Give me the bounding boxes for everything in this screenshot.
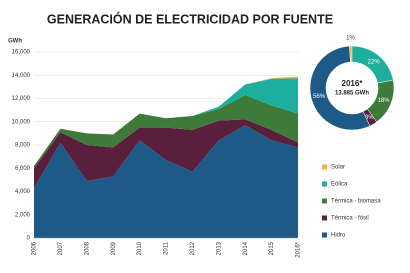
y-axis-label: GWh xyxy=(8,39,22,45)
area xyxy=(34,119,298,189)
legend-swatch xyxy=(322,181,327,187)
area xyxy=(34,125,298,238)
y-tick-label: 2,000 xyxy=(15,212,31,218)
x-tick-label: 2010 xyxy=(137,241,143,255)
center-title: 2016* xyxy=(342,79,364,88)
area xyxy=(34,78,298,166)
legend-swatch xyxy=(322,198,327,204)
legend-swatch xyxy=(322,215,327,221)
y-tick-label: 4,000 xyxy=(15,189,31,195)
legend-swatch xyxy=(322,232,327,238)
x-tick-label: 2012 xyxy=(190,241,196,255)
legend-label: Hidro xyxy=(331,233,346,239)
y-tick-label: 16,000 xyxy=(12,50,31,56)
y-tick-label: 10,000 xyxy=(12,119,31,125)
center-subtitle: 13.885 GWh xyxy=(335,91,369,97)
x-tick-label: 2013 xyxy=(216,241,222,255)
slice-label: 3% xyxy=(365,115,374,121)
y-tick-label: 0 xyxy=(27,236,31,242)
x-tick-label: 2016* xyxy=(296,241,302,257)
legend-swatch xyxy=(322,164,327,170)
area xyxy=(34,95,298,169)
y-tick-label: 12,000 xyxy=(12,96,31,102)
x-tick-label: 2009 xyxy=(111,241,117,255)
x-tick-label: 2011 xyxy=(164,241,170,255)
slice-label: 18% xyxy=(378,98,391,104)
y-tick-label: 14,000 xyxy=(12,73,31,79)
legend-label: Térmica - fósil xyxy=(331,216,369,222)
x-tick-label: 2015 xyxy=(269,241,275,255)
slice-label: 56% xyxy=(313,94,326,100)
x-tick-label: 2006 xyxy=(32,241,38,255)
legend-label: Eólica xyxy=(331,182,348,188)
legend-label: Térmica - biomasa xyxy=(331,199,381,205)
slice-label: 1% xyxy=(346,36,355,42)
x-tick-label: 2008 xyxy=(84,241,90,255)
chart-title: GENERACIÓN DE ELECTRICIDAD POR FUENTE xyxy=(47,11,333,26)
y-tick-label: 8,000 xyxy=(15,143,31,149)
y-tick-label: 6,000 xyxy=(15,166,31,172)
x-tick-label: 2014 xyxy=(243,241,249,255)
x-tick-label: 2007 xyxy=(58,241,64,255)
slice-label: 22% xyxy=(368,59,381,65)
pie-slice xyxy=(309,45,371,131)
legend-label: Solar xyxy=(331,165,345,171)
